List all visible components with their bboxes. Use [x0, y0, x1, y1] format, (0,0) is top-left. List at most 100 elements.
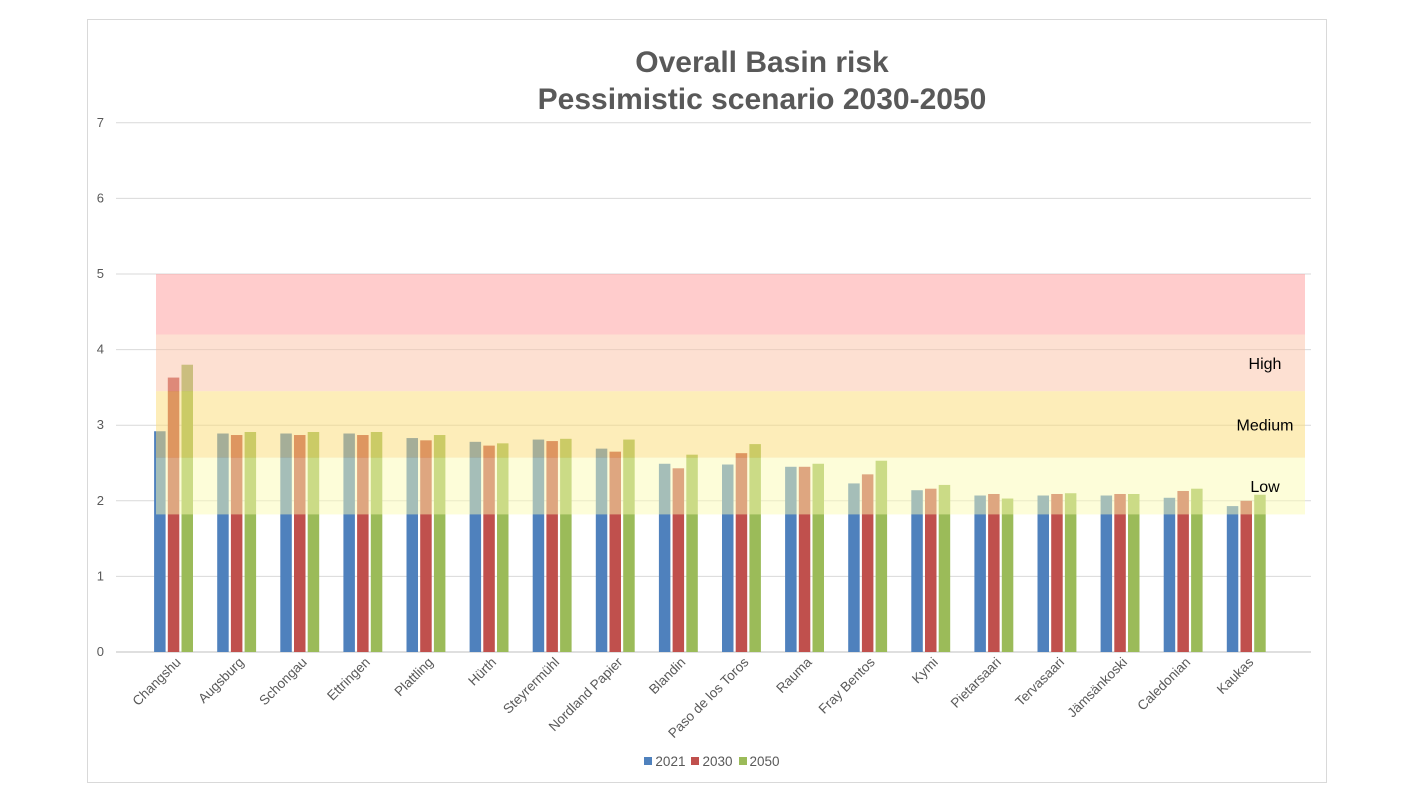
x-tick-label: Kymi: [909, 655, 941, 687]
bar-2050: [370, 432, 383, 652]
x-tick-label: Schongau: [256, 655, 310, 709]
bar-2050: [749, 444, 761, 652]
chart-frame: [87, 19, 1327, 783]
risk-band-label: High: [1249, 356, 1282, 373]
bar-2021: [848, 483, 860, 652]
x-tick-label: Ettringen: [324, 655, 373, 704]
bar-2021: [280, 433, 292, 652]
bar-2021: [595, 448, 608, 652]
bar-2021: [532, 439, 545, 652]
legend-swatch: [738, 757, 747, 765]
bar-2050: [875, 460, 888, 652]
bar-2030: [230, 435, 243, 652]
bar-2021: [911, 490, 923, 652]
bar-2021: [406, 438, 418, 652]
legend-label: 2030: [702, 753, 733, 769]
y-axis: 0 1 2 3 4 5 6 7: [97, 115, 104, 659]
bar-2050: [307, 432, 320, 652]
bar-2030: [294, 435, 306, 652]
bar-2021: [785, 466, 797, 652]
bar-2030: [1240, 500, 1252, 652]
bar-2050: [1128, 493, 1140, 652]
bar-2030: [1051, 493, 1063, 652]
bar-2050: [686, 454, 698, 652]
bar-2021: [154, 431, 166, 652]
bar-2050: [497, 443, 509, 652]
bar-2030: [167, 377, 180, 652]
bar-2030: [483, 445, 495, 652]
bar-2030: [420, 440, 432, 652]
bar-2021: [1163, 497, 1176, 652]
bar-2021: [217, 433, 229, 652]
legend-swatch: [644, 757, 653, 765]
x-tick-label: Blandin: [646, 655, 688, 697]
x-tick-label: Hürth: [465, 655, 499, 689]
bars: [154, 364, 1266, 652]
risk-bands: High Medium Low: [156, 274, 1305, 515]
legend-item: 2050: [738, 753, 780, 769]
legend-label: 2021: [655, 753, 686, 769]
bar-2050: [560, 438, 572, 652]
bar-2050: [1064, 493, 1077, 652]
bar-2021: [1037, 495, 1049, 652]
y-tick-label: 2: [97, 493, 104, 508]
bar-2050: [1191, 488, 1203, 652]
x-tick-label: Fray Bentos: [816, 654, 878, 716]
x-tick-label: Steyrermühl: [500, 655, 562, 717]
bar-2030: [672, 468, 685, 652]
bar-2030: [988, 493, 1000, 652]
legend-item: 2030: [691, 753, 733, 769]
x-tick-label: Changshu: [130, 655, 184, 709]
x-tick-label: Caledonian: [1134, 655, 1193, 714]
chart-title: Overall Basin risk Pessimistic scenario …: [87, 44, 1424, 118]
x-tick-label: Jämsänkoski: [1064, 655, 1130, 721]
bar-2021: [469, 441, 482, 652]
y-tick-label: 5: [97, 266, 104, 281]
y-tick-label: 0: [97, 644, 104, 659]
risk-band-label: Low: [1250, 479, 1280, 496]
bar-2030: [1114, 493, 1126, 652]
bar-2021: [1100, 495, 1113, 652]
y-tick-label: 4: [97, 342, 104, 357]
legend-item: 2021: [644, 754, 685, 769]
x-axis: Changshu Augsburg Schongau Ettringen Plattli…: [130, 654, 1257, 741]
chart-title-line2: Pessimistic scenario 2030-2050: [537, 83, 987, 116]
bar-2030: [1177, 490, 1189, 652]
bar-2030: [357, 435, 369, 652]
x-tick-label: Kaukas: [1214, 654, 1257, 697]
bar-2021: [722, 464, 734, 652]
x-tick-label: Tervasaari: [1012, 655, 1067, 710]
legend-label: 2050: [749, 753, 780, 769]
bar-2050: [623, 439, 635, 652]
risk-band: [156, 391, 1305, 458]
bar-2030: [925, 488, 937, 652]
y-tick-label: 7: [97, 115, 104, 130]
bar-2030: [735, 453, 748, 652]
x-tick-label: Pietarsaari: [948, 655, 1004, 711]
legend-swatch: [691, 757, 700, 765]
y-tick-label: 6: [97, 190, 104, 205]
y-tick-label: 1: [97, 568, 104, 583]
risk-band: [156, 334, 1305, 392]
bar-2030: [798, 466, 811, 652]
legend: 2021 2030 2050: [0, 753, 1424, 769]
bar-2021: [658, 463, 671, 652]
bar-2021: [1226, 506, 1239, 652]
y-tick-label: 3: [97, 417, 104, 432]
risk-band-label: Medium: [1237, 417, 1294, 434]
x-tick-label: Rauma: [773, 654, 815, 696]
bar-2050: [812, 463, 824, 652]
bar-2021: [974, 495, 986, 652]
bar-2021: [343, 433, 355, 652]
bar-2050: [244, 432, 257, 652]
bar-2030: [609, 451, 621, 652]
bar-2050: [433, 435, 446, 652]
bar-2050: [1254, 494, 1266, 652]
chart-title-line1: Overall Basin risk: [635, 46, 889, 79]
risk-band: [156, 457, 1305, 515]
x-tick-label: Augsburg: [195, 655, 246, 706]
bar-2030: [546, 441, 558, 652]
bar-2050: [1001, 498, 1014, 652]
bar-2050: [938, 484, 951, 652]
